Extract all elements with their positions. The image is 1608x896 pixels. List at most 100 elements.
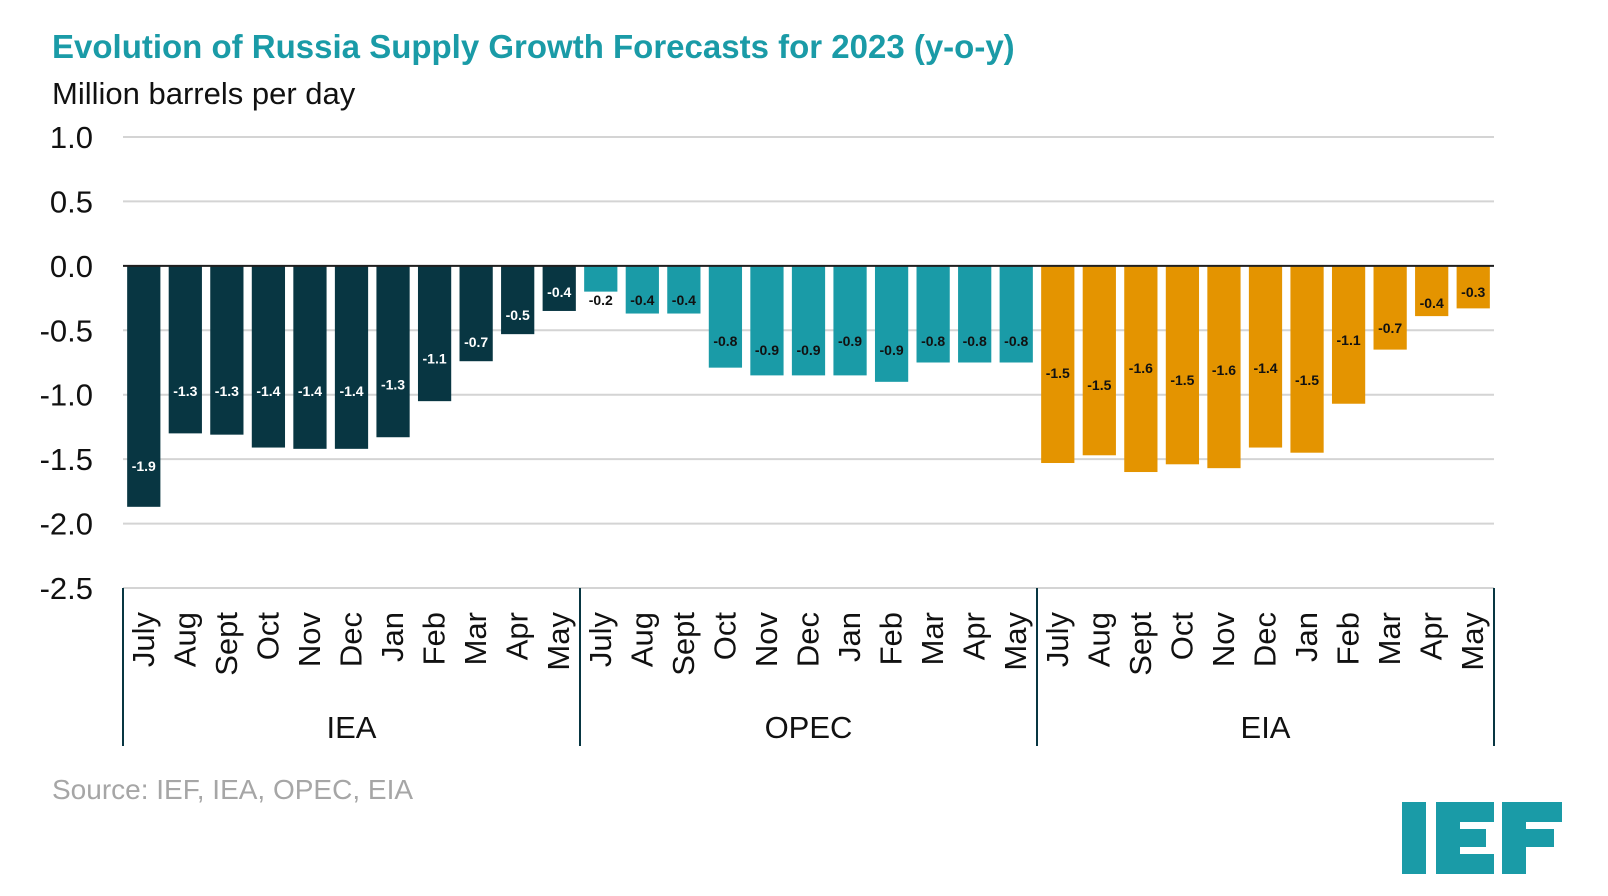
- ief-logo: [1402, 802, 1562, 874]
- x-tick-label: Mar: [1372, 612, 1407, 665]
- x-tick-label: Sept: [209, 612, 244, 676]
- data-label: -0.9: [755, 342, 779, 358]
- bar-iea: [168, 265, 202, 434]
- data-label: -0.3: [1461, 284, 1485, 300]
- x-tick-label: Sept: [1123, 612, 1158, 676]
- y-tick-label: -0.5: [40, 313, 93, 348]
- x-tick-label: Apr: [1414, 612, 1449, 660]
- source-note: Source: IEF, IEA, OPEC, EIA: [52, 774, 414, 805]
- group-label-eia: EIA: [1241, 710, 1291, 745]
- data-label: -0.4: [630, 292, 654, 308]
- x-tick-label: Sept: [666, 612, 701, 676]
- group-label-iea: IEA: [327, 710, 377, 745]
- data-label: -1.4: [256, 383, 280, 399]
- bar-eia: [1248, 265, 1283, 448]
- bar-iea: [210, 265, 244, 435]
- bar-eia: [1207, 265, 1241, 469]
- x-tick-label: Dec: [334, 612, 369, 667]
- x-tick-label: Aug: [624, 612, 659, 667]
- data-label: -0.8: [921, 333, 945, 349]
- bar-opec: [625, 265, 659, 314]
- data-label: -0.8: [963, 333, 987, 349]
- x-tick-label: Dec: [1248, 612, 1283, 667]
- data-label: -1.9: [132, 458, 156, 474]
- data-label: -1.4: [1253, 360, 1277, 376]
- x-tick-label: May: [541, 612, 576, 671]
- bar-iea: [417, 265, 452, 402]
- data-label: -0.4: [547, 284, 571, 300]
- data-label: -0.9: [796, 342, 820, 358]
- bar-opec: [708, 265, 743, 368]
- data-label: -1.5: [1046, 365, 1070, 381]
- data-label: -1.1: [423, 350, 447, 366]
- bar-opec: [958, 265, 992, 363]
- bar-eia: [1373, 265, 1407, 350]
- x-tick-label: Oct: [250, 612, 285, 661]
- x-tick-label: July: [126, 612, 161, 668]
- x-tick-label: Oct: [707, 612, 742, 661]
- chart-title: Evolution of Russia Supply Growth Foreca…: [52, 28, 1015, 65]
- x-tick-label: Jan: [1289, 612, 1324, 662]
- x-tick-label: Feb: [417, 612, 452, 665]
- x-tick-label: Jan: [832, 612, 867, 662]
- x-tick-label: May: [998, 612, 1033, 671]
- data-label: -0.7: [464, 334, 488, 350]
- x-tick-label: Oct: [1164, 612, 1199, 661]
- group-label-opec: OPEC: [765, 710, 853, 745]
- data-label: -0.2: [589, 292, 613, 308]
- data-label: -0.8: [713, 333, 737, 349]
- bar-eia: [1290, 265, 1324, 453]
- data-label: -1.4: [339, 383, 363, 399]
- x-tick-label: Nov: [292, 612, 327, 668]
- data-label: -1.6: [1129, 360, 1153, 376]
- y-tick-label: -2.5: [40, 571, 93, 606]
- bar-iea: [376, 265, 410, 438]
- bar-opec: [584, 265, 618, 292]
- data-label: -0.4: [672, 292, 696, 308]
- y-tick-label: 0.0: [50, 249, 93, 284]
- bar-eia: [1331, 265, 1366, 404]
- x-tick-label: Mar: [915, 612, 950, 665]
- x-tick-label: May: [1455, 612, 1490, 671]
- bar-opec: [750, 265, 784, 376]
- data-label: -1.1: [1337, 332, 1361, 348]
- x-tick-label: Feb: [1331, 612, 1366, 665]
- data-label: -0.4: [1420, 295, 1444, 311]
- bar-iea: [251, 265, 286, 448]
- bar-opec: [999, 265, 1033, 363]
- x-tick-label: Aug: [167, 612, 202, 667]
- bar-iea: [501, 265, 535, 335]
- x-tick-label: July: [583, 612, 618, 668]
- bar-iea: [334, 265, 369, 449]
- x-tick-label: Dec: [791, 612, 826, 667]
- x-tick-label: Apr: [957, 612, 992, 660]
- data-label: -1.6: [1212, 362, 1236, 378]
- x-tick-label: Jan: [375, 612, 410, 662]
- data-label: -1.3: [381, 376, 405, 392]
- y-tick-label: 1.0: [50, 120, 93, 155]
- bar-opec: [916, 265, 950, 363]
- bar-iea: [542, 265, 576, 311]
- bar-opec: [667, 265, 701, 314]
- data-label: -1.5: [1295, 372, 1319, 388]
- bar-eia: [1041, 265, 1075, 464]
- x-tick-label: Nov: [1206, 612, 1241, 668]
- bar-opec: [791, 265, 826, 376]
- bar-iea: [459, 265, 493, 362]
- bar-eia: [1415, 265, 1449, 317]
- data-label: -1.3: [215, 383, 239, 399]
- y-tick-label: 0.5: [50, 184, 93, 219]
- x-tick-label: Feb: [874, 612, 909, 665]
- bar-iea: [293, 265, 327, 449]
- bar-eia: [1165, 265, 1200, 465]
- x-tick-label: Apr: [500, 612, 535, 660]
- bar-opec: [833, 265, 867, 376]
- x-tick-label: Mar: [458, 612, 493, 665]
- x-tick-label: July: [1040, 612, 1075, 668]
- data-label: -0.9: [838, 333, 862, 349]
- bar-iea: [127, 265, 161, 507]
- data-label: -0.9: [880, 342, 904, 358]
- y-tick-label: -1.5: [40, 442, 93, 477]
- y-tick-label: -1.0: [40, 378, 93, 413]
